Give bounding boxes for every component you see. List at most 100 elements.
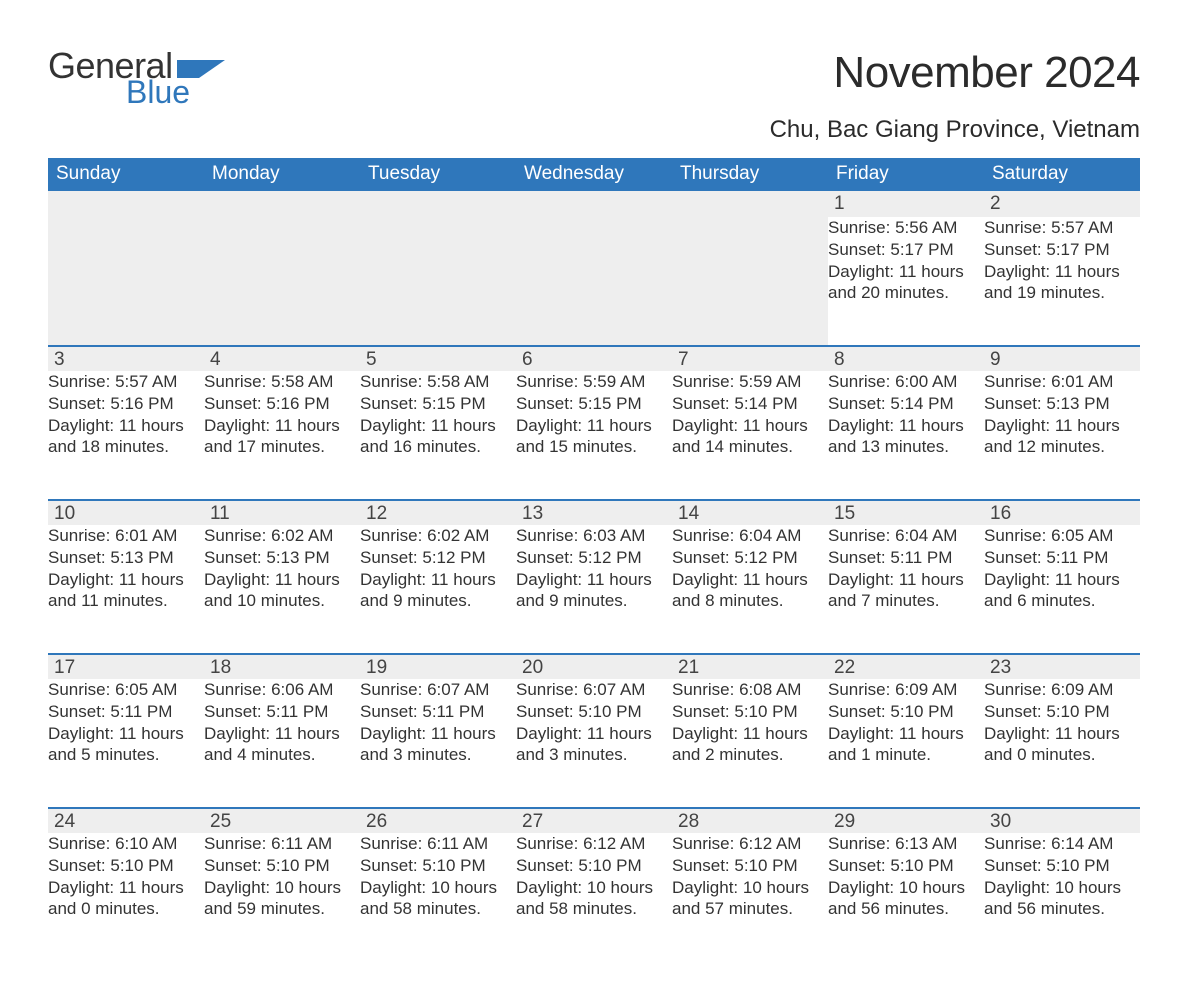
- sunset-text: Sunset: 5:15 PM: [516, 393, 672, 415]
- day-cell: Sunrise: 6:04 AMSunset: 5:11 PMDaylight:…: [828, 525, 984, 653]
- day-cell: Sunrise: 5:57 AMSunset: 5:16 PMDaylight:…: [48, 371, 204, 499]
- weekday-header: Thursday: [672, 158, 828, 191]
- day-number: [360, 191, 516, 217]
- sunset-text: Sunset: 5:10 PM: [360, 855, 516, 877]
- day-number: 24: [48, 807, 204, 833]
- sunrise-text: Sunrise: 6:13 AM: [828, 833, 984, 855]
- sunset-text: Sunset: 5:13 PM: [204, 547, 360, 569]
- daylight-text: Daylight: 10 hours and 56 minutes.: [984, 877, 1140, 921]
- daylight-text: Daylight: 10 hours and 59 minutes.: [204, 877, 360, 921]
- day-number: 23: [984, 653, 1140, 679]
- day-number: 2: [984, 191, 1140, 217]
- day-cell: Sunrise: 6:01 AMSunset: 5:13 PMDaylight:…: [984, 371, 1140, 499]
- sunset-text: Sunset: 5:16 PM: [204, 393, 360, 415]
- week-daynum-row: 10111213141516: [48, 499, 1140, 525]
- sunset-text: Sunset: 5:10 PM: [672, 855, 828, 877]
- day-number: 15: [828, 499, 984, 525]
- daylight-text: Daylight: 11 hours and 13 minutes.: [828, 415, 984, 459]
- sunrise-text: Sunrise: 5:59 AM: [672, 371, 828, 393]
- day-number: [516, 191, 672, 217]
- sunrise-text: Sunrise: 6:01 AM: [984, 371, 1140, 393]
- day-number: 16: [984, 499, 1140, 525]
- sunset-text: Sunset: 5:10 PM: [672, 701, 828, 723]
- sunrise-text: Sunrise: 5:56 AM: [828, 217, 984, 239]
- sunrise-text: Sunrise: 6:00 AM: [828, 371, 984, 393]
- week-detail-row: Sunrise: 6:01 AMSunset: 5:13 PMDaylight:…: [48, 525, 1140, 653]
- day-cell: Sunrise: 6:12 AMSunset: 5:10 PMDaylight:…: [672, 833, 828, 961]
- sunrise-text: Sunrise: 5:59 AM: [516, 371, 672, 393]
- day-cell: Sunrise: 6:11 AMSunset: 5:10 PMDaylight:…: [360, 833, 516, 961]
- day-cell: Sunrise: 6:12 AMSunset: 5:10 PMDaylight:…: [516, 833, 672, 961]
- daylight-text: Daylight: 10 hours and 57 minutes.: [672, 877, 828, 921]
- day-cell: Sunrise: 5:59 AMSunset: 5:14 PMDaylight:…: [672, 371, 828, 499]
- sunrise-text: Sunrise: 6:07 AM: [360, 679, 516, 701]
- day-cell: Sunrise: 5:57 AMSunset: 5:17 PMDaylight:…: [984, 217, 1140, 345]
- day-number: 22: [828, 653, 984, 679]
- daylight-text: Daylight: 11 hours and 14 minutes.: [672, 415, 828, 459]
- day-cell: Sunrise: 6:03 AMSunset: 5:12 PMDaylight:…: [516, 525, 672, 653]
- day-cell: Sunrise: 6:09 AMSunset: 5:10 PMDaylight:…: [984, 679, 1140, 807]
- day-cell: [204, 217, 360, 345]
- sunset-text: Sunset: 5:11 PM: [48, 701, 204, 723]
- week-detail-row: Sunrise: 5:57 AMSunset: 5:16 PMDaylight:…: [48, 371, 1140, 499]
- day-number: 4: [204, 345, 360, 371]
- day-cell: Sunrise: 6:06 AMSunset: 5:11 PMDaylight:…: [204, 679, 360, 807]
- sunrise-text: Sunrise: 6:11 AM: [204, 833, 360, 855]
- weekday-header: Tuesday: [360, 158, 516, 191]
- day-number: 12: [360, 499, 516, 525]
- day-number: 6: [516, 345, 672, 371]
- sunrise-text: Sunrise: 6:09 AM: [828, 679, 984, 701]
- sunset-text: Sunset: 5:10 PM: [516, 855, 672, 877]
- day-cell: [516, 217, 672, 345]
- sunrise-text: Sunrise: 6:14 AM: [984, 833, 1140, 855]
- day-number: 20: [516, 653, 672, 679]
- sunrise-text: Sunrise: 6:08 AM: [672, 679, 828, 701]
- daylight-text: Daylight: 11 hours and 18 minutes.: [48, 415, 204, 459]
- daylight-text: Daylight: 11 hours and 9 minutes.: [360, 569, 516, 613]
- day-number: [204, 191, 360, 217]
- sunset-text: Sunset: 5:12 PM: [516, 547, 672, 569]
- title-block: November 2024 Chu, Bac Giang Province, V…: [770, 48, 1140, 144]
- daylight-text: Daylight: 11 hours and 7 minutes.: [828, 569, 984, 613]
- sunrise-text: Sunrise: 6:10 AM: [48, 833, 204, 855]
- sunset-text: Sunset: 5:14 PM: [828, 393, 984, 415]
- sunrise-text: Sunrise: 5:58 AM: [360, 371, 516, 393]
- sunset-text: Sunset: 5:13 PM: [48, 547, 204, 569]
- day-cell: Sunrise: 5:58 AMSunset: 5:15 PMDaylight:…: [360, 371, 516, 499]
- day-number: 8: [828, 345, 984, 371]
- month-title: November 2024: [770, 48, 1140, 98]
- weekday-header: Friday: [828, 158, 984, 191]
- daylight-text: Daylight: 11 hours and 3 minutes.: [360, 723, 516, 767]
- day-number: 28: [672, 807, 828, 833]
- sunrise-text: Sunrise: 6:05 AM: [984, 525, 1140, 547]
- day-number: 17: [48, 653, 204, 679]
- sunrise-text: Sunrise: 6:02 AM: [204, 525, 360, 547]
- day-number: 18: [204, 653, 360, 679]
- daylight-text: Daylight: 11 hours and 19 minutes.: [984, 261, 1140, 305]
- day-cell: [360, 217, 516, 345]
- daylight-text: Daylight: 11 hours and 2 minutes.: [672, 723, 828, 767]
- day-number: 7: [672, 345, 828, 371]
- sunset-text: Sunset: 5:11 PM: [984, 547, 1140, 569]
- day-cell: [48, 217, 204, 345]
- sunrise-text: Sunrise: 6:04 AM: [672, 525, 828, 547]
- daylight-text: Daylight: 11 hours and 5 minutes.: [48, 723, 204, 767]
- day-number: 14: [672, 499, 828, 525]
- day-cell: Sunrise: 6:02 AMSunset: 5:12 PMDaylight:…: [360, 525, 516, 653]
- daylight-text: Daylight: 11 hours and 6 minutes.: [984, 569, 1140, 613]
- week-daynum-row: 17181920212223: [48, 653, 1140, 679]
- daylight-text: Daylight: 11 hours and 12 minutes.: [984, 415, 1140, 459]
- daylight-text: Daylight: 11 hours and 3 minutes.: [516, 723, 672, 767]
- daylight-text: Daylight: 11 hours and 8 minutes.: [672, 569, 828, 613]
- sunset-text: Sunset: 5:17 PM: [828, 239, 984, 261]
- week-detail-row: Sunrise: 5:56 AMSunset: 5:17 PMDaylight:…: [48, 217, 1140, 345]
- day-number: 10: [48, 499, 204, 525]
- day-number: 21: [672, 653, 828, 679]
- day-cell: [672, 217, 828, 345]
- sunset-text: Sunset: 5:11 PM: [828, 547, 984, 569]
- header: General Blue November 2024 Chu, Bac Gian…: [48, 48, 1140, 144]
- day-cell: Sunrise: 6:05 AMSunset: 5:11 PMDaylight:…: [48, 679, 204, 807]
- day-cell: Sunrise: 5:58 AMSunset: 5:16 PMDaylight:…: [204, 371, 360, 499]
- daylight-text: Daylight: 11 hours and 16 minutes.: [360, 415, 516, 459]
- daylight-text: Daylight: 11 hours and 0 minutes.: [984, 723, 1140, 767]
